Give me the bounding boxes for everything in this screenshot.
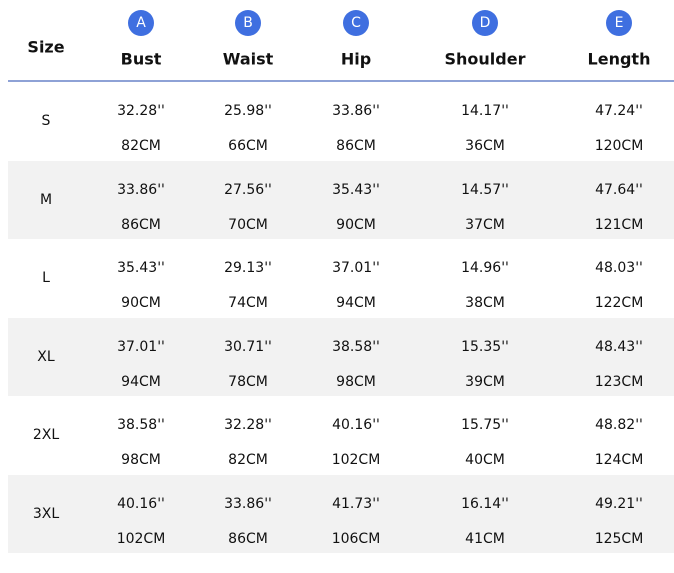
column-name: Hip xyxy=(340,49,372,69)
inch-value: 48.03'' xyxy=(595,260,643,276)
cm-value: 106CM xyxy=(331,530,381,547)
inch-value: 37.01'' xyxy=(117,338,165,355)
inch-value: 38.58'' xyxy=(117,417,165,433)
column-badge: A xyxy=(128,10,154,36)
inch-value: 40.16'' xyxy=(332,417,380,433)
cm-value: 123CM xyxy=(594,373,644,390)
size-label: 2XL xyxy=(32,427,60,444)
inch-value: 47.64'' xyxy=(595,181,643,198)
inch-value: 15.35'' xyxy=(461,338,509,355)
cm-value: 98CM xyxy=(336,373,376,390)
inch-value: 33.86'' xyxy=(224,495,272,512)
cm-value: 78CM xyxy=(228,373,268,390)
inch-value: 47.24'' xyxy=(595,103,643,119)
inch-value: 49.21'' xyxy=(595,495,643,512)
inch-value: 32.28'' xyxy=(117,103,165,119)
cm-value: 98CM xyxy=(121,452,161,468)
size-label: 3XL xyxy=(32,505,60,522)
size-label: XL xyxy=(37,348,55,365)
inch-value: 15.75'' xyxy=(461,417,509,433)
inch-value: 35.43'' xyxy=(117,260,165,276)
size-label: M xyxy=(39,191,53,208)
inch-value: 30.71'' xyxy=(224,338,272,355)
column-badge: C xyxy=(343,10,369,36)
header-rule xyxy=(8,80,674,82)
size-label: L xyxy=(42,270,50,287)
cm-value: 86CM xyxy=(336,138,376,154)
inch-value: 35.43'' xyxy=(332,181,380,198)
inch-value: 16.14'' xyxy=(461,495,509,512)
inch-value: 40.16'' xyxy=(117,495,165,512)
cm-value: 82CM xyxy=(121,138,161,154)
inch-value: 41.73'' xyxy=(332,495,380,512)
inch-value: 14.57'' xyxy=(461,181,509,198)
cm-value: 121CM xyxy=(594,216,644,233)
inch-value: 27.56'' xyxy=(224,181,272,198)
cm-value: 66CM xyxy=(228,138,268,154)
cm-value: 70CM xyxy=(228,216,268,233)
row-band xyxy=(8,474,674,553)
cm-value: 38CM xyxy=(465,295,505,311)
cm-value: 37CM xyxy=(465,216,505,233)
cm-value: 86CM xyxy=(121,216,161,233)
column-name: Waist xyxy=(222,49,274,69)
cm-value: 41CM xyxy=(465,530,505,547)
cm-value: 122CM xyxy=(594,295,644,311)
cm-value: 124CM xyxy=(594,452,644,468)
column-badge: B xyxy=(235,10,261,36)
inch-value: 32.28'' xyxy=(224,417,272,433)
inch-value: 38.58'' xyxy=(332,338,380,355)
cm-value: 82CM xyxy=(228,452,268,468)
cm-value: 40CM xyxy=(465,452,505,468)
size-header: Size xyxy=(27,37,65,57)
row-band xyxy=(8,317,674,396)
cm-value: 90CM xyxy=(336,216,376,233)
column-name: Shoulder xyxy=(444,49,526,69)
cm-value: 94CM xyxy=(336,295,376,311)
cm-value: 39CM xyxy=(465,373,505,390)
row-band xyxy=(8,160,674,239)
cm-value: 120CM xyxy=(594,138,644,154)
inch-value: 48.82'' xyxy=(595,417,643,433)
column-name: Length xyxy=(587,49,651,69)
cm-value: 86CM xyxy=(228,530,268,547)
inch-value: 33.86'' xyxy=(117,181,165,198)
column-name: Bust xyxy=(120,49,162,69)
cm-value: 125CM xyxy=(594,530,644,547)
cm-value: 94CM xyxy=(121,373,161,390)
cm-value: 74CM xyxy=(228,295,268,311)
inch-value: 25.98'' xyxy=(224,103,272,119)
column-badge: D xyxy=(472,10,498,36)
inch-value: 37.01'' xyxy=(332,260,380,276)
inch-value: 14.17'' xyxy=(461,103,509,119)
inch-value: 29.13'' xyxy=(224,260,272,276)
cm-value: 90CM xyxy=(121,295,161,311)
cm-value: 36CM xyxy=(465,138,505,154)
cm-value: 102CM xyxy=(331,452,381,468)
inch-value: 14.96'' xyxy=(461,260,509,276)
inch-value: 48.43'' xyxy=(595,338,643,355)
size-label: S xyxy=(41,113,51,130)
cm-value: 102CM xyxy=(116,530,166,547)
column-badge: E xyxy=(606,10,632,36)
inch-value: 33.86'' xyxy=(332,103,380,119)
